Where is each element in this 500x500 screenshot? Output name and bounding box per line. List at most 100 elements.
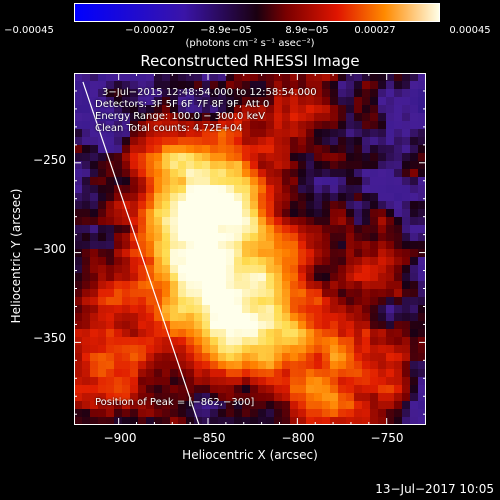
heatmap-cell [338, 225, 347, 234]
heatmap-cell [130, 137, 139, 146]
heatmap-cell [378, 73, 387, 82]
heatmap-cell [298, 297, 307, 306]
heatmap-cell [418, 209, 426, 218]
heatmap-cell [178, 105, 187, 114]
heatmap-cell [370, 113, 379, 122]
heatmap-cell [394, 321, 403, 330]
heatmap-cell [210, 345, 219, 354]
heatmap-cell [178, 377, 187, 386]
heatmap-cell [194, 105, 203, 114]
heatmap-cell [234, 281, 243, 290]
heatmap-cell [250, 105, 259, 114]
heatmap-cell [282, 281, 291, 290]
heatmap-cell [362, 361, 371, 370]
heatmap-cell [98, 145, 107, 154]
heatmap-cell [314, 97, 323, 106]
heatmap-cell [178, 337, 187, 346]
heatmap-cell [82, 249, 91, 258]
heatmap-cell [402, 361, 411, 370]
heatmap-cell [162, 385, 171, 394]
heatmap-cell [274, 73, 283, 82]
heatmap-cell [306, 73, 315, 82]
heatmap-cell [154, 209, 163, 218]
heatmap-cell [154, 385, 163, 394]
heatmap-cell [170, 273, 179, 282]
heatmap-cell [170, 105, 179, 114]
heatmap-cell [186, 193, 195, 202]
heatmap-cell [362, 169, 371, 178]
heatmap-cell [154, 281, 163, 290]
heatmap-cell [90, 417, 99, 425]
heatmap-cell [386, 265, 395, 274]
heatmap-cell [322, 321, 331, 330]
heatmap-cell [210, 305, 219, 314]
heatmap-cell [82, 329, 91, 338]
heatmap-cell [242, 345, 251, 354]
heatmap-cell [202, 361, 211, 370]
heatmap-cell [410, 273, 419, 282]
heatmap-cell [130, 153, 139, 162]
heatmap-cell [354, 81, 363, 90]
heatmap-cell [218, 89, 227, 98]
heatmap-cell [186, 105, 195, 114]
heatmap-cell [122, 177, 131, 186]
heatmap-cell [290, 97, 299, 106]
heatmap-cell [298, 153, 307, 162]
heatmap-cell [138, 169, 147, 178]
heatmap-cell [362, 73, 371, 82]
heatmap-cell [210, 185, 219, 194]
heatmap-cell [114, 337, 123, 346]
heatmap-cell [394, 113, 403, 122]
heatmap-cell [402, 73, 411, 82]
heatmap-cell [146, 89, 155, 98]
heatmap-cell [330, 257, 339, 266]
heatmap-cell [122, 417, 131, 425]
heatmap-cell [386, 89, 395, 98]
heatmap-cell [234, 385, 243, 394]
heatmap-cell [402, 329, 411, 338]
heatmap-cell [330, 361, 339, 370]
heatmap-cell [74, 113, 83, 122]
heatmap-cell [242, 393, 251, 402]
heatmap-cell [306, 177, 315, 186]
heatmap-cell [394, 297, 403, 306]
heatmap-cell [266, 361, 275, 370]
heatmap-cell [186, 345, 195, 354]
heatmap-cell [114, 161, 123, 170]
heatmap-cell [410, 97, 419, 106]
heatmap-cell [362, 113, 371, 122]
heatmap-cell [114, 385, 123, 394]
heatmap-cell [98, 73, 107, 82]
heatmap-cell [122, 385, 131, 394]
heatmap-cell [250, 353, 259, 362]
heatmap-cell [370, 289, 379, 298]
heatmap-cell [338, 241, 347, 250]
heatmap-cell [218, 177, 227, 186]
heatmap-cell [194, 233, 203, 242]
heatmap-cell [306, 89, 315, 98]
heatmap-cell [402, 217, 411, 226]
heatmap-cell [154, 337, 163, 346]
heatmap-cell [322, 249, 331, 258]
heatmap-cell [234, 137, 243, 146]
heatmap-cell [226, 417, 235, 425]
heatmap-cell [194, 73, 203, 82]
heatmap-cell [138, 193, 147, 202]
colorbar-units: (photons cm⁻² s⁻¹ asec⁻²) [185, 38, 315, 49]
heatmap-cell [282, 305, 291, 314]
heatmap-cell [170, 353, 179, 362]
heatmap-cell [186, 297, 195, 306]
heatmap-cell [266, 105, 275, 114]
heatmap-cell [314, 225, 323, 234]
heatmap-cell [258, 289, 267, 298]
heatmap-cell [370, 121, 379, 130]
heatmap-cell [338, 81, 347, 90]
heatmap-cell [338, 305, 347, 314]
heatmap-cell [202, 329, 211, 338]
heatmap-cell [114, 265, 123, 274]
heatmap-cell [162, 265, 171, 274]
heatmap-cell [154, 185, 163, 194]
heatmap-cell [354, 369, 363, 378]
heatmap-cell [74, 297, 83, 306]
heatmap-cell [218, 273, 227, 282]
